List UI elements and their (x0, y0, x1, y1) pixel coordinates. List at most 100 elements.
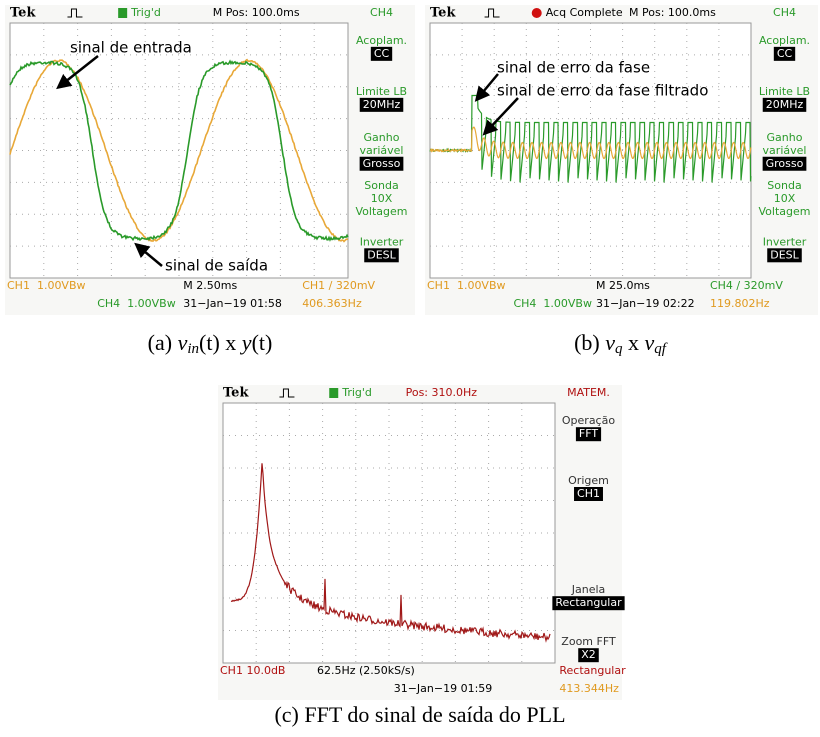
caption-part: in (187, 341, 199, 357)
brand: Tek (430, 6, 456, 21)
menu-value: CC (374, 47, 390, 60)
footer-text: 62.5Hz (2.50kS/s) (317, 664, 415, 677)
menu-value-box (359, 156, 404, 171)
menu-title: CH4 (773, 6, 796, 19)
annotation: sinal de saída (165, 257, 268, 275)
annotation-arrow (482, 97, 519, 136)
position: Pos: 310.0Hz (406, 386, 478, 399)
caption-part: (t) x (199, 330, 242, 355)
menu-value-box (578, 648, 599, 663)
caption: (b) vq x vqf (574, 330, 668, 357)
caption-part: (a) (148, 330, 178, 355)
annotation-arrow (474, 73, 499, 102)
acq-icon (531, 8, 542, 18)
footer-text: 31−Jan−19 02:22 (596, 297, 695, 310)
menu-label: Inverter (763, 235, 807, 248)
footer-text: 413.344Hz (559, 682, 619, 695)
position: M Pos: 100.0ms (629, 6, 716, 19)
caption-part: y (240, 330, 252, 355)
caption-part: q (615, 341, 623, 357)
menu-value: 20MHz (766, 98, 804, 111)
footer-text: CH4 1.00VBw (513, 297, 592, 310)
menu-label: Limite LB (759, 85, 810, 98)
menu-value-box (575, 427, 602, 442)
menu-label: Ganho (364, 131, 400, 144)
annotation-arrow (134, 242, 163, 267)
menu-label: Voltagem (356, 205, 408, 218)
menu-value: Grosso (363, 157, 401, 170)
menu-label: Ganho (767, 131, 803, 144)
menu-value-box (762, 156, 807, 171)
menu-value: X2 (581, 648, 596, 661)
annotation: sinal de erro da fase (497, 59, 650, 77)
annotation: sinal de entrada (70, 39, 192, 57)
trig-icon (118, 8, 128, 18)
footer-text: CH1 1.00VBw (7, 279, 86, 292)
footer-text: CH4 1.00VBw (97, 297, 176, 310)
footer-text: CH1 ∕ 320mV (302, 279, 375, 292)
pulse-icon (484, 8, 500, 18)
menu-value: DESL (367, 248, 396, 261)
menu-value-box (370, 46, 393, 61)
waveform-output (9, 58, 349, 243)
menu-label: 10X (371, 192, 393, 205)
footer-text: 31−Jan−19 01:58 (183, 297, 282, 310)
footer-text: 406.363Hz (302, 297, 362, 310)
caption-part: v (605, 330, 615, 355)
menu-value-box (773, 46, 796, 61)
caption-part: (c) FFT do sinal de saída do PLL (274, 702, 565, 727)
caption-part: qf (654, 341, 668, 357)
status: Trig'd (341, 386, 372, 399)
menu-label: variável (360, 144, 404, 157)
menu-label: Operação (562, 414, 615, 427)
menu-label: Inverter (360, 235, 404, 248)
trig-icon (329, 388, 339, 398)
menu-value-box (359, 97, 404, 112)
menu-value: Grosso (766, 157, 804, 170)
pulse-icon (279, 388, 295, 398)
menu-label: Sonda (364, 179, 398, 192)
menu-value: CC (777, 47, 793, 60)
caption: (c) FFT do sinal de saída do PLL (274, 702, 565, 727)
status: Trig'd (130, 6, 161, 19)
brand: Tek (223, 386, 249, 401)
fft-spectrum (230, 463, 551, 643)
position: M Pos: 100.0ms (213, 6, 300, 19)
menu-label: variável (763, 144, 807, 157)
status: Acq Complete (546, 6, 623, 19)
footer-text: M 2.50ms (183, 279, 237, 292)
menu-value-box (552, 596, 625, 611)
waveform-input (9, 59, 349, 242)
footer-text: CH4 ∕ 320mV (710, 279, 783, 292)
caption-part: (t) (252, 330, 273, 355)
menu-value-box (364, 248, 399, 263)
menu-title: MATEM. (567, 386, 610, 399)
footer-text: CH1 1.00VBw (427, 279, 506, 292)
menu-value-box (574, 487, 603, 501)
menu-value-box (762, 97, 807, 112)
menu-title: CH4 (370, 6, 393, 19)
footer-text: Rectangular (559, 664, 626, 677)
menu-label: Sonda (767, 179, 801, 192)
oscilloscope-screen: Tek Acq Complete M Pos: 100.0ms CH4 Acoplam.… (425, 5, 818, 315)
menu-label: Limite LB (356, 85, 407, 98)
footer-text: CH1 10.0dB (220, 664, 285, 677)
oscilloscope-screen: Tek Trig'd M Pos: 100.0ms CH4 Acoplam.CC Limi… (5, 5, 415, 315)
caption-part: v (644, 330, 654, 355)
menu-value: FFT (579, 427, 598, 440)
menu-label: Origem (568, 474, 609, 487)
annotation-arrow (56, 55, 99, 90)
menu-value: CH1 (577, 487, 600, 500)
menu-label: Zoom FFT (561, 635, 616, 648)
menu-value: Rectangular (555, 596, 622, 609)
caption: (a) vin(t) x y(t) (148, 330, 273, 357)
menu-value: DESL (770, 248, 799, 261)
menu-label: Voltagem (759, 205, 811, 218)
caption-part: x (622, 330, 644, 355)
pulse-icon (67, 8, 83, 18)
caption-part: v (178, 330, 188, 355)
footer-text: 31−Jan−19 01:59 (394, 682, 493, 695)
